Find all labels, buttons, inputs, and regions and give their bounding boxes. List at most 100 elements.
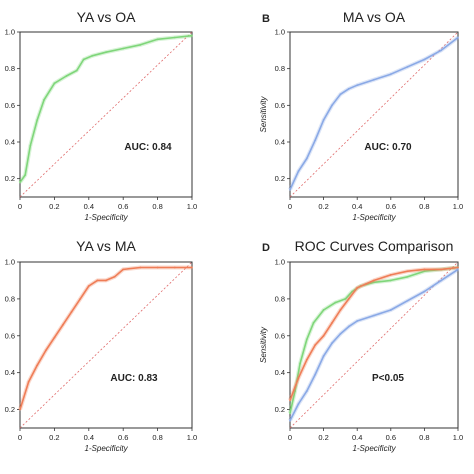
roc-point — [91, 54, 94, 57]
roc-point — [331, 104, 333, 107]
roc-point — [347, 87, 350, 90]
roc-point — [322, 309, 325, 311]
x-axis-label: 1-Specificity — [352, 444, 396, 453]
roc-point — [322, 334, 325, 337]
x-tick-label: 0 — [18, 433, 22, 442]
reference-diagonal — [289, 261, 459, 429]
roc-point — [312, 321, 315, 324]
roc-point — [457, 266, 459, 269]
roc-point — [440, 49, 443, 52]
y-tick-label: 1.0 — [275, 28, 285, 37]
roc-point — [331, 321, 333, 324]
roc-point — [373, 78, 375, 81]
plot-frame — [289, 31, 459, 198]
roc-point — [289, 419, 291, 422]
panel-letter: D — [262, 242, 270, 254]
panel-title: YA vs MA — [76, 238, 136, 254]
roc-point — [305, 157, 308, 160]
y-axis-label: Sensitivity — [259, 326, 268, 363]
reference-diagonal — [19, 31, 193, 198]
roc-point — [440, 279, 443, 282]
reference-diagonal — [289, 31, 459, 198]
roc-point — [423, 290, 426, 293]
y-tick-label: 0.6 — [5, 101, 15, 110]
roc-point — [191, 266, 193, 269]
x-tick-label: 0.2 — [49, 202, 59, 211]
roc-point — [297, 403, 300, 405]
roc-point — [389, 309, 392, 311]
roc-point — [373, 279, 375, 282]
x-axis-label: 1-Specificity — [84, 213, 128, 222]
roc-point — [344, 297, 347, 300]
roc-point — [139, 266, 142, 269]
roc-point — [322, 119, 325, 121]
x-tick-label: 0.8 — [419, 202, 429, 211]
y-tick-label: 0.6 — [275, 331, 285, 340]
x-tick-label: 0 — [288, 202, 292, 211]
roc-point — [289, 399, 291, 402]
y-tick-label: 0.8 — [5, 294, 15, 303]
roc-point — [105, 279, 107, 282]
x-tick-label: 0.4 — [84, 202, 94, 211]
roc-point — [43, 98, 45, 101]
x-tick-label: 1.0 — [187, 433, 197, 442]
y-axis-label: Sensitivity — [259, 95, 268, 132]
roc-panel-3: YA vs MA 0 0.2 0.4 0.6 0.8 1.0 0.2 0.4 0.6 0.8 1.0 1… — [5, 238, 198, 453]
roc-point — [373, 281, 375, 284]
x-axis-label: 1-Specificity — [352, 213, 396, 222]
roc-point — [36, 119, 39, 121]
roc-point — [423, 268, 426, 271]
auc-annotation: AUC: 0.84 — [124, 142, 172, 153]
roc-point — [36, 364, 39, 367]
roc-panel-1: YA vs OA 0 0.2 0.4 0.6 0.8 1.0 0.2 0.4 0.6 0.8 1.0 1… — [5, 9, 198, 222]
roc-point — [44, 349, 47, 352]
plot-frame — [289, 261, 459, 429]
roc-point — [406, 275, 409, 278]
roc-point — [139, 43, 142, 46]
y-tick-label: 1.0 — [275, 258, 285, 267]
roc-point — [70, 310, 73, 313]
y-tick-label: 0.4 — [275, 368, 285, 377]
roc-point — [75, 69, 78, 72]
roc-point — [19, 181, 21, 184]
x-tick-label: 0.2 — [318, 433, 328, 442]
roc-point — [122, 47, 125, 50]
y-tick-label: 0.4 — [275, 138, 285, 147]
x-tick-label: 0 — [288, 433, 292, 442]
roc-point — [314, 139, 317, 142]
roc-point — [406, 299, 409, 302]
y-tick-label: 0.4 — [5, 368, 15, 377]
roc-point — [173, 266, 176, 269]
roc-point — [105, 51, 107, 54]
panel-letter: B — [262, 13, 270, 25]
auc-annotation: P<0.05 — [372, 373, 404, 384]
roc-point — [347, 325, 350, 328]
roc-point — [113, 275, 116, 278]
roc-point — [79, 297, 82, 300]
roc-point — [356, 84, 359, 87]
x-tick-label: 0.6 — [118, 202, 128, 211]
y-tick-label: 0.2 — [275, 405, 285, 414]
y-tick-label: 0.8 — [275, 294, 285, 303]
roc-point — [53, 336, 56, 339]
roc-point — [289, 188, 291, 191]
roc-curve-halo — [288, 265, 459, 414]
roc-point — [305, 358, 308, 361]
y-tick-label: 1.0 — [5, 28, 15, 37]
roc-point — [96, 279, 99, 282]
roc-point — [305, 390, 308, 393]
x-tick-label: 0.2 — [318, 202, 328, 211]
auc-annotation: AUC: 0.83 — [110, 373, 158, 384]
roc-curve-2 — [289, 266, 459, 401]
roc-point — [297, 377, 300, 380]
roc-point — [156, 266, 159, 269]
x-tick-label: 0.6 — [386, 202, 396, 211]
y-tick-label: 0.6 — [5, 331, 15, 340]
roc-curve-1 — [19, 34, 193, 183]
y-tick-label: 0.4 — [5, 138, 15, 147]
plot-frame — [19, 31, 193, 198]
x-tick-label: 0.4 — [352, 202, 362, 211]
roc-point — [339, 333, 342, 335]
roc-point — [314, 373, 317, 376]
roc-curve-halo — [18, 33, 193, 184]
